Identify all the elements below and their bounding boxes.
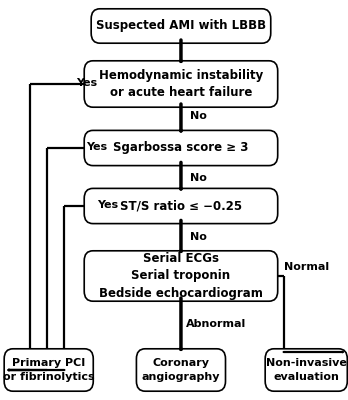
Text: Sgarbossa score ≥ 3: Sgarbossa score ≥ 3 xyxy=(113,142,249,154)
FancyBboxPatch shape xyxy=(265,349,347,391)
FancyBboxPatch shape xyxy=(84,61,278,107)
Text: Yes: Yes xyxy=(86,142,108,152)
FancyBboxPatch shape xyxy=(84,251,278,301)
Text: Suspected AMI with LBBB: Suspected AMI with LBBB xyxy=(96,20,266,32)
Text: ST/S ratio ≤ −0.25: ST/S ratio ≤ −0.25 xyxy=(120,200,242,212)
FancyBboxPatch shape xyxy=(84,130,278,166)
Text: Serial ECGs
Serial troponin
Bedside echocardiogram: Serial ECGs Serial troponin Bedside echo… xyxy=(99,252,263,300)
Text: Hemodynamic instability
or acute heart failure: Hemodynamic instability or acute heart f… xyxy=(99,68,263,100)
Text: Abnormal: Abnormal xyxy=(186,319,246,329)
FancyBboxPatch shape xyxy=(84,188,278,224)
FancyBboxPatch shape xyxy=(136,349,226,391)
Text: Yes: Yes xyxy=(97,200,118,210)
Text: Primary PCI
or fibrinolytics: Primary PCI or fibrinolytics xyxy=(3,358,95,382)
Text: No: No xyxy=(190,232,206,242)
Text: Non-invasive
evaluation: Non-invasive evaluation xyxy=(266,358,347,382)
FancyBboxPatch shape xyxy=(4,349,93,391)
Text: Coronary
angiography: Coronary angiography xyxy=(142,358,220,382)
Text: Yes: Yes xyxy=(77,78,98,88)
Text: Normal: Normal xyxy=(284,262,330,272)
FancyBboxPatch shape xyxy=(91,9,271,43)
Text: No: No xyxy=(190,111,206,121)
Text: No: No xyxy=(190,173,206,183)
